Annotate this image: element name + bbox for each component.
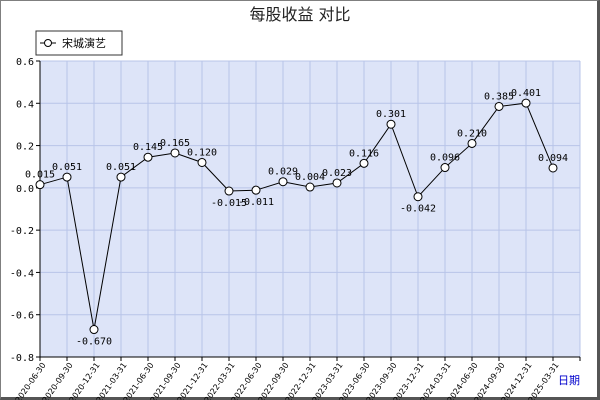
data-label: -0.670 [76,337,112,348]
data-label: 0.385 [484,91,514,102]
data-label: -0.042 [400,204,436,215]
data-point [170,148,180,158]
data-point [35,180,45,190]
legend-marker [44,39,52,47]
data-point [467,138,477,148]
data-label: 0.096 [430,153,460,164]
data-point [278,177,288,187]
data-point [143,152,153,162]
legend-box [35,30,123,56]
y-tick-label: 0.0 [16,184,34,195]
y-tick-label: -0.6 [10,311,34,322]
series-line [39,102,554,330]
y-tick-label: 0.6 [16,57,34,68]
data-point [386,119,396,129]
chart-title: 每股收益 对比 [249,5,350,24]
data-label: 0.120 [187,147,217,158]
y-tick-label: 0.4 [16,99,34,110]
data-label: 0.165 [160,138,190,149]
data-point [413,192,423,202]
x-tick-label: 2020-06-30 [14,361,48,400]
data-label: 0.145 [133,142,163,153]
x-axis-label: 日期 [558,374,580,387]
y-tick-label: 0.2 [16,142,34,153]
data-label: 0.401 [511,88,541,99]
data-label: 0.004 [295,172,325,183]
data-label: 0.210 [457,128,487,139]
data-point [62,172,72,182]
data-label: 0.094 [538,153,568,164]
data-label: 0.051 [52,162,82,173]
data-point [548,163,558,173]
data-point [116,172,126,182]
data-point [224,186,234,196]
data-label: 0.015 [25,170,55,181]
legend: 宋城演艺 [35,30,123,56]
data-point [305,182,315,192]
legend-series-name: 宋城演艺 [62,36,106,50]
data-label: 0.029 [268,167,298,178]
data-label: 0.301 [376,109,406,120]
data-point [521,98,531,108]
data-point [251,185,261,195]
data-label: 0.023 [322,168,352,179]
y-tick-label: -0.4 [10,268,34,279]
data-point [494,101,504,111]
data-label: 0.116 [349,148,379,159]
data-point [359,158,369,168]
data-label: 0.051 [106,162,136,173]
data-point [440,163,450,173]
y-tick-label: -0.8 [10,353,34,364]
data-label: -0.011 [238,197,274,208]
data-label: -0.015 [211,198,247,209]
y-tick-label: -0.2 [10,226,34,237]
data-point [197,157,207,167]
data-point [332,178,342,188]
data-point [89,325,99,335]
